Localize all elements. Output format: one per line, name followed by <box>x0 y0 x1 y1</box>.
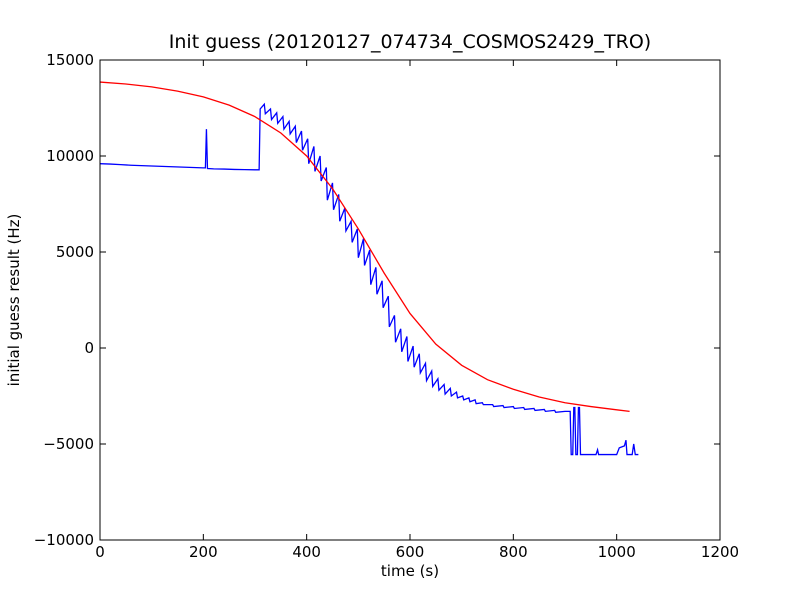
ticks-layer: 0 200 400 600 800 1000 1200 −10000 −5000 0 5000 100… <box>34 51 739 561</box>
y-tick-label: 0 <box>84 339 94 357</box>
x-tick-label: 0 <box>95 543 105 561</box>
x-axis-label: time (s) <box>381 562 439 580</box>
chart-title: Init guess (20120127_074734_COSMOS2429_T… <box>169 31 651 53</box>
series-layer <box>99 81 639 456</box>
y-tick-label: −5000 <box>43 435 94 453</box>
y-tick-label: 5000 <box>56 243 94 261</box>
series-line-measured <box>99 102 639 456</box>
x-tick-label: 800 <box>499 543 528 561</box>
x-tick-label: 200 <box>189 543 218 561</box>
y-axis-label: initial guess result (Hz) <box>5 214 23 387</box>
x-tick-label: 600 <box>396 543 425 561</box>
y-tick-label: 10000 <box>46 147 94 165</box>
y-tick-label: 15000 <box>46 51 94 69</box>
series-line-fit <box>99 81 630 413</box>
x-tick-label: 400 <box>292 543 321 561</box>
x-tick-label: 1000 <box>598 543 636 561</box>
plot-area <box>100 60 720 540</box>
x-tick-label: 1200 <box>701 543 739 561</box>
y-tick-label: −10000 <box>34 531 94 549</box>
